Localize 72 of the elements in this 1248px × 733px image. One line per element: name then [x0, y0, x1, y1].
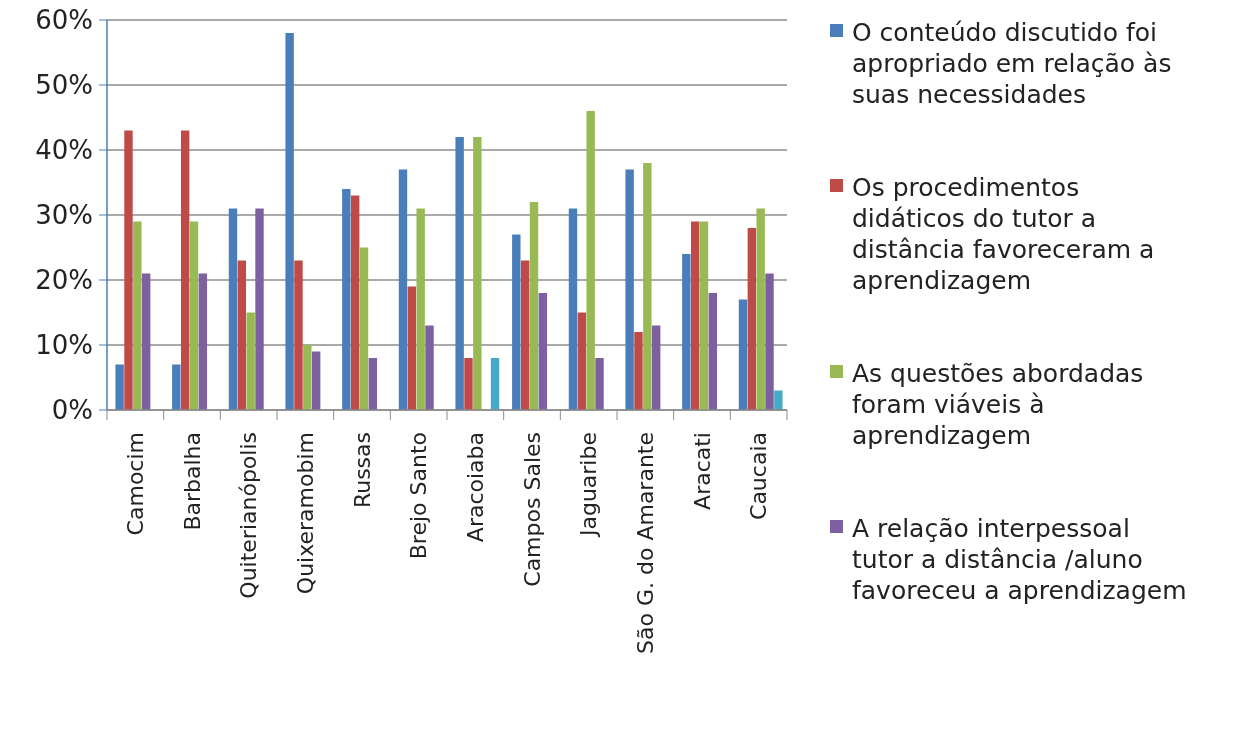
x-tick-label: Russas [349, 432, 375, 509]
bar [512, 234, 521, 410]
bar [765, 273, 774, 410]
bar [490, 358, 500, 410]
bar [189, 221, 199, 410]
bar [133, 221, 142, 410]
bar [416, 208, 425, 410]
x-tick-label: Camocim [123, 432, 149, 536]
bar [538, 293, 548, 410]
bar [342, 189, 351, 410]
bar [708, 293, 718, 410]
bar [237, 260, 247, 410]
bar [586, 111, 595, 410]
bar [359, 247, 369, 410]
x-tick-label: São G. do Amarante [633, 432, 659, 654]
x-tick-label: Quixeramobim [293, 432, 319, 595]
bar [464, 358, 473, 410]
bar [651, 325, 661, 410]
bar [368, 358, 378, 410]
x-tick-label: Caucaia [746, 432, 772, 520]
bar [577, 312, 587, 410]
x-tick-label: Quiterianópolis [236, 432, 262, 599]
bar [350, 195, 360, 410]
bar [455, 137, 464, 410]
bar [172, 364, 181, 410]
y-tick-label: 0% [51, 395, 93, 426]
y-tick-label: 40% [35, 135, 93, 166]
bar [124, 130, 133, 410]
bar [255, 208, 264, 410]
bar [595, 358, 604, 410]
bar [285, 33, 294, 410]
bar [198, 273, 208, 410]
bar [228, 208, 238, 410]
legend-label: Os procedimentos didáticos do tutor a distância favoreceram a aprendizagem [852, 173, 1155, 296]
x-tick-label: Campos Sales [519, 432, 545, 587]
y-tick-label: 50% [35, 70, 93, 101]
bar [520, 260, 530, 410]
bar [568, 208, 578, 410]
y-tick-label: 20% [35, 265, 93, 296]
bar [690, 221, 700, 410]
bar [643, 163, 652, 410]
y-tick-label: 60% [35, 5, 93, 36]
bar [115, 364, 124, 410]
x-tick-label: Barbalha [179, 432, 205, 531]
bar [738, 299, 748, 410]
bar [699, 221, 709, 410]
x-tick-label: Jaguaribe [576, 432, 602, 539]
bar [747, 228, 757, 410]
x-tick-label: Aracoiaba [463, 432, 489, 543]
bar [529, 202, 539, 410]
legend-label: A relação interpessoal tutor a distância /aluno favoreceu a aprendizagem [852, 514, 1187, 606]
bar [774, 390, 783, 410]
bar [141, 273, 151, 410]
bar [311, 351, 321, 410]
bar [756, 208, 765, 410]
y-tick-label: 30% [35, 200, 93, 231]
bar [425, 325, 434, 410]
legend-label: O conteúdo discutido foi apropriado em relação às suas necessidades [852, 18, 1172, 110]
bar [180, 130, 190, 410]
y-tick-label: 10% [35, 330, 93, 361]
x-tick-label: Aracati [689, 432, 715, 510]
bar [682, 254, 691, 410]
bar [407, 286, 417, 410]
x-tick-label: Brejo Santo [406, 432, 432, 560]
bar [473, 137, 482, 410]
bar [398, 169, 408, 410]
bar [294, 260, 303, 410]
bar [246, 312, 255, 410]
bar [625, 169, 634, 410]
bar [634, 332, 643, 410]
legend-label: As questões abordadas foram viáveis à aprendizagem [852, 359, 1144, 451]
bar [303, 345, 312, 410]
